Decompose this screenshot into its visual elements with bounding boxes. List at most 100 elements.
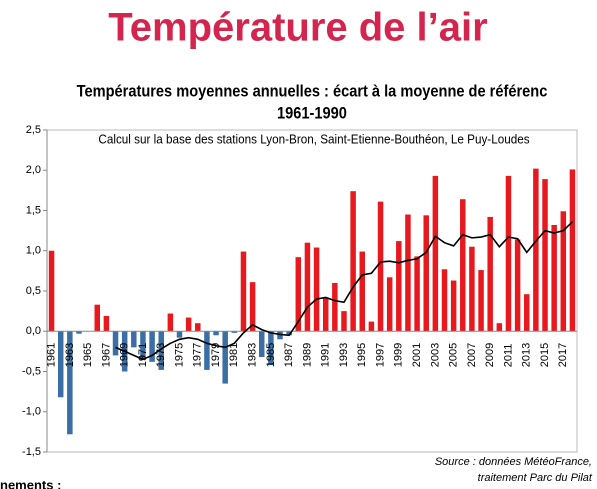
bar	[222, 331, 228, 384]
x-tick-label: 1981	[228, 343, 240, 367]
bar	[103, 315, 110, 332]
bar	[450, 280, 457, 332]
bar	[158, 331, 164, 370]
footer: nements :	[0, 477, 61, 489]
y-tick-label: 0,0	[26, 325, 41, 337]
x-tick-label: 2017	[557, 343, 569, 367]
x-tick-label: 2001	[411, 343, 423, 367]
x-tick-label: 2003	[429, 343, 441, 367]
bar	[149, 331, 155, 362]
bar	[167, 313, 174, 332]
x-tick-label: 1971	[137, 343, 149, 367]
bar	[268, 331, 274, 366]
bar	[542, 179, 548, 332]
bar	[112, 331, 119, 356]
bar	[213, 331, 219, 336]
bar	[551, 224, 557, 332]
bar	[487, 216, 493, 332]
x-tick-label: 2013	[521, 343, 533, 367]
annotation: Calcul sur la base des stations Lyon-Bro…	[98, 132, 529, 147]
bar	[505, 175, 512, 332]
x-tick-label: 1991	[320, 343, 332, 367]
trend-line	[115, 221, 573, 361]
y-tick-label: 1,5	[26, 204, 41, 216]
x-tick-label: 1985	[265, 343, 277, 367]
x-tick-label: 1975	[173, 343, 185, 367]
x-tick-label: 2011	[502, 344, 514, 368]
y-tick-label: -0,5	[22, 365, 41, 377]
x-tick-label: 1989	[301, 343, 313, 367]
bar	[386, 277, 393, 332]
x-tick-label: 1973	[155, 343, 167, 367]
bar	[249, 282, 256, 332]
bar	[140, 331, 146, 360]
x-tick-label: 1997	[374, 343, 386, 367]
x-tick-label: 1995	[356, 343, 368, 367]
bar	[48, 250, 55, 332]
x-tick-label: 1965	[82, 343, 94, 367]
x-tick-label: 2009	[484, 343, 496, 367]
bar	[313, 247, 320, 332]
bar	[286, 331, 292, 336]
bar	[560, 211, 567, 332]
plot-frame	[46, 129, 578, 453]
x-tick-label: 2015	[539, 343, 551, 367]
x-tick-label: 1983	[247, 343, 259, 367]
bar	[569, 169, 576, 332]
chart-title: Températures moyennes annuelles : écart …	[77, 83, 548, 101]
bar	[195, 323, 201, 332]
bar	[94, 304, 100, 332]
x-tick-label: 1963	[64, 343, 76, 367]
bar	[350, 191, 356, 332]
x-tick-label: 1993	[338, 343, 350, 367]
page-title: Température de l’air	[108, 6, 487, 50]
chart-subtitle: 1961-1990	[277, 105, 347, 123]
bar	[204, 331, 210, 370]
bar	[304, 242, 311, 332]
bar	[469, 246, 475, 332]
bar	[414, 256, 420, 332]
source: Source : données MétéoFrance,	[435, 456, 592, 468]
x-tick-label: 1961	[45, 343, 57, 367]
bar	[432, 175, 439, 332]
y-tick-label: -1,0	[22, 406, 41, 418]
bar	[240, 251, 247, 332]
bar	[514, 239, 521, 332]
x-tick-label: 2007	[466, 343, 478, 367]
x-tick-label: 1977	[192, 343, 204, 367]
bar	[524, 294, 530, 332]
bar	[496, 323, 503, 332]
y-tick-label: 1,0	[26, 245, 41, 257]
bar	[231, 331, 238, 333]
bar	[259, 331, 265, 358]
bar	[396, 241, 402, 332]
x-tick-label: 1987	[283, 343, 295, 367]
x-tick-label: 1969	[119, 343, 131, 367]
bar	[377, 201, 384, 332]
bar	[185, 317, 192, 332]
bar	[359, 251, 365, 332]
y-tick-label: 0,5	[26, 285, 41, 297]
bar	[332, 282, 338, 332]
x-tick-label: 1999	[393, 343, 405, 367]
bar	[478, 270, 484, 332]
bar	[460, 199, 466, 332]
bar	[441, 269, 448, 332]
bar	[533, 168, 539, 332]
bar	[76, 331, 82, 334]
x-tick-label: 1979	[210, 343, 222, 367]
bar	[277, 331, 283, 340]
bar	[57, 331, 64, 398]
source: traitement Parc du Pilat	[478, 472, 593, 484]
x-tick-label: 1967	[100, 343, 112, 367]
bar	[67, 331, 73, 435]
x-tick-label: 2005	[448, 343, 460, 367]
bar	[368, 321, 375, 332]
bar	[341, 311, 347, 332]
y-tick-label: -1,5	[22, 446, 41, 458]
y-tick-label: 2,5	[26, 124, 41, 136]
bar	[322, 297, 329, 332]
bar	[131, 331, 137, 348]
bar	[405, 214, 411, 332]
